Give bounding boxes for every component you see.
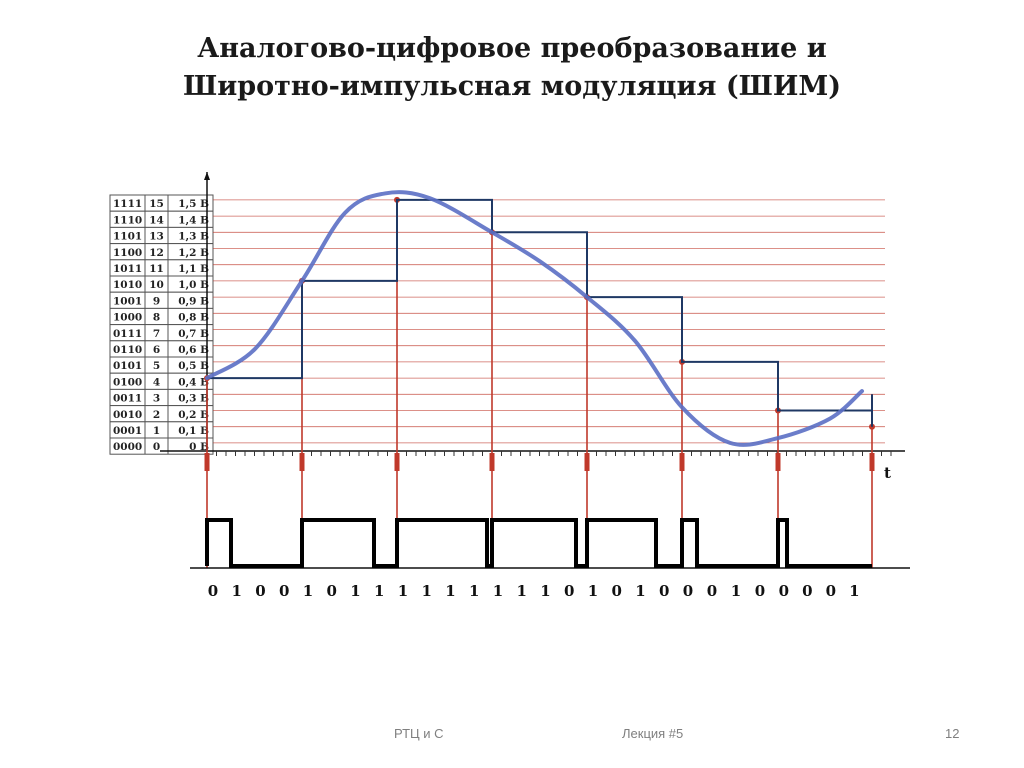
analog-signal-curve bbox=[205, 190, 864, 447]
level-binary-code: 1110 bbox=[113, 214, 142, 226]
pwm-bit-label: 0 bbox=[683, 582, 693, 600]
sample-marker bbox=[489, 453, 495, 471]
pwm-bit-label: 0 bbox=[755, 582, 765, 600]
pwm-bit-label: 0 bbox=[564, 582, 574, 600]
level-voltage: 0,9 В bbox=[178, 295, 209, 307]
pwm-bit-label: 1 bbox=[350, 582, 360, 600]
pwm-bit-label: 1 bbox=[303, 582, 313, 600]
pwm-bit-label: 0 bbox=[802, 582, 812, 600]
level-binary-code: 0011 bbox=[113, 393, 142, 405]
sample-marker bbox=[394, 453, 400, 471]
voltage-axis-arrow bbox=[204, 172, 210, 180]
pwm-bit-label: 0 bbox=[659, 582, 669, 600]
level-decimal-value: 15 bbox=[149, 198, 164, 210]
level-voltage: 1,2 В bbox=[178, 247, 209, 259]
level-voltage: 0,1 В bbox=[178, 425, 209, 437]
level-voltage: 1,0 В bbox=[178, 279, 209, 291]
level-decimal-value: 3 bbox=[153, 393, 160, 405]
pwm-bit-label: 1 bbox=[231, 582, 241, 600]
level-decimal-value: 0 bbox=[153, 441, 160, 453]
sample-marker bbox=[584, 453, 590, 471]
pwm-bit-label: 0 bbox=[611, 582, 621, 600]
level-binary-code: 0110 bbox=[113, 344, 142, 356]
sample-marker bbox=[204, 453, 210, 471]
level-voltage: 0,2 В bbox=[178, 409, 209, 421]
level-binary-code: 0000 bbox=[113, 441, 142, 453]
level-decimal-value: 8 bbox=[153, 312, 160, 324]
footer-lecture: Лекция #5 bbox=[622, 726, 684, 741]
level-decimal-value: 2 bbox=[153, 409, 160, 421]
level-decimal-value: 9 bbox=[153, 295, 160, 307]
sample-marker bbox=[775, 453, 781, 471]
footer-page-number: 12 bbox=[945, 726, 960, 741]
level-decimal-value: 14 bbox=[149, 214, 164, 226]
level-decimal-value: 7 bbox=[153, 328, 160, 340]
pwm-bit-label: 1 bbox=[516, 582, 526, 600]
level-decimal-value: 4 bbox=[153, 376, 160, 388]
time-axis-label: t bbox=[884, 464, 891, 482]
level-binary-code: 1100 bbox=[113, 247, 142, 259]
level-voltage: 1,4 В bbox=[178, 214, 209, 226]
level-voltage: 0,7 В bbox=[178, 328, 209, 340]
level-voltage: 1,3 В bbox=[178, 231, 209, 243]
footer-course: РТЦ и С bbox=[394, 726, 444, 741]
level-decimal-value: 13 bbox=[149, 231, 164, 243]
level-binary-code: 1011 bbox=[113, 263, 142, 275]
level-binary-code: 0010 bbox=[113, 409, 142, 421]
level-binary-code: 1111 bbox=[113, 198, 142, 210]
pwm-bit-label: 1 bbox=[849, 582, 859, 600]
level-binary-code: 0111 bbox=[113, 328, 142, 340]
pwm-bit-label: 1 bbox=[588, 582, 598, 600]
pwm-bit-label: 1 bbox=[540, 582, 550, 600]
sample-marker bbox=[299, 453, 305, 471]
level-decimal-value: 5 bbox=[153, 360, 160, 372]
level-binary-code: 1010 bbox=[113, 279, 142, 291]
level-decimal-value: 11 bbox=[149, 263, 164, 275]
level-decimal-value: 1 bbox=[153, 425, 160, 437]
level-decimal-value: 6 bbox=[153, 344, 160, 356]
sample-marker bbox=[869, 453, 875, 471]
pwm-bit-label: 0 bbox=[208, 582, 218, 600]
level-binary-code: 1000 bbox=[113, 312, 142, 324]
level-binary-code: 0001 bbox=[113, 425, 142, 437]
pwm-bit-label: 0 bbox=[279, 582, 289, 600]
level-decimal-value: 12 bbox=[149, 247, 164, 259]
pwm-bit-label: 1 bbox=[374, 582, 384, 600]
pwm-bit-label: 1 bbox=[421, 582, 431, 600]
pwm-bit-label: 1 bbox=[398, 582, 408, 600]
pwm-waveform bbox=[205, 518, 872, 568]
level-decimal-value: 10 bbox=[149, 279, 164, 291]
pwm-bit-label: 0 bbox=[255, 582, 265, 600]
level-voltage: 0,3 В bbox=[178, 393, 209, 405]
pwm-bit-label: 1 bbox=[445, 582, 455, 600]
pwm-bit-label: 1 bbox=[635, 582, 645, 600]
pwm-bit-label: 0 bbox=[707, 582, 717, 600]
level-voltage: 0 В bbox=[189, 441, 209, 453]
level-binary-code: 0100 bbox=[113, 376, 142, 388]
level-binary-code: 0101 bbox=[113, 360, 142, 372]
level-voltage: 0,5 В bbox=[178, 360, 209, 372]
level-voltage: 1,5 В bbox=[178, 198, 209, 210]
level-binary-code: 1001 bbox=[113, 295, 142, 307]
pwm-bit-label: 0 bbox=[326, 582, 336, 600]
pwm-bit-label: 1 bbox=[469, 582, 479, 600]
pwm-bit-label: 1 bbox=[731, 582, 741, 600]
title-line-1: Аналогово-цифровое преобразование и bbox=[197, 33, 827, 64]
pwm-bit-label: 0 bbox=[826, 582, 836, 600]
slide-title: Аналогово-цифровое преобразование и Широ… bbox=[0, 30, 1024, 106]
sample-marker bbox=[679, 453, 685, 471]
level-voltage: 1,1 В bbox=[178, 263, 209, 275]
level-voltage: 0,4 В bbox=[178, 376, 209, 388]
quantized-step-signal bbox=[207, 198, 873, 427]
level-voltage: 0,8 В bbox=[178, 312, 209, 324]
level-binary-code: 1101 bbox=[113, 231, 142, 243]
level-row bbox=[109, 437, 214, 455]
pwm-bit-label: 1 bbox=[493, 582, 503, 600]
title-line-2: Широтно-импульсная модуляция (ШИМ) bbox=[182, 71, 842, 102]
pwm-bit-label: 0 bbox=[779, 582, 789, 600]
level-voltage: 0,6 В bbox=[178, 344, 209, 356]
